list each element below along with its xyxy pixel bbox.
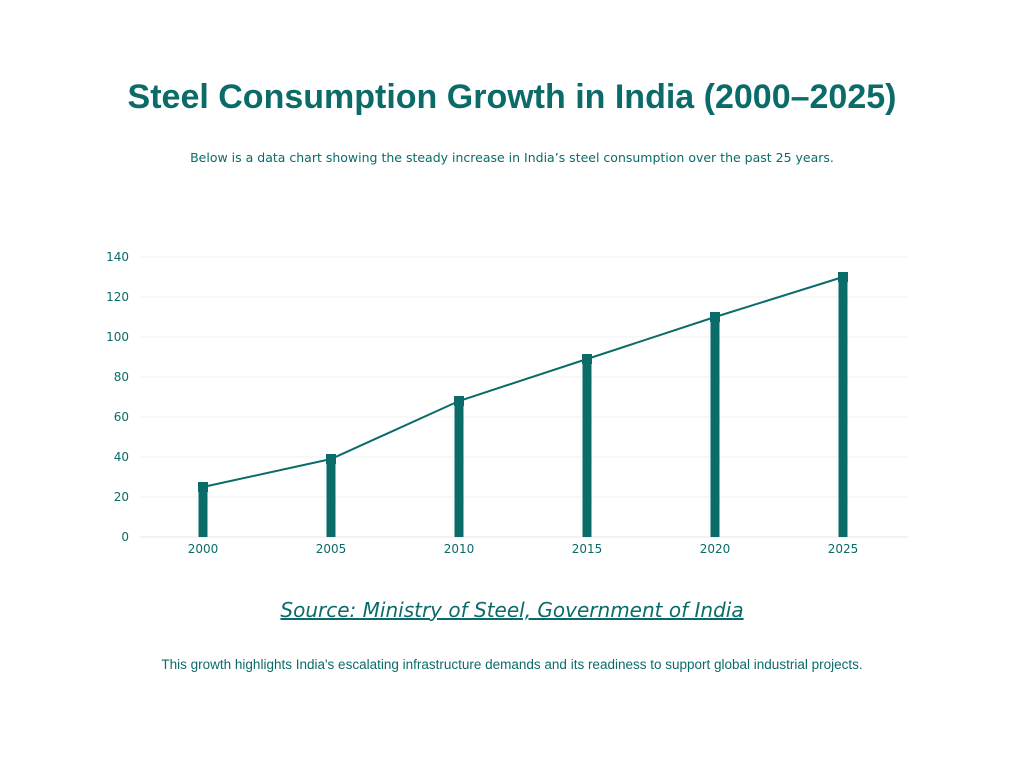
- footer-text: This growth highlights India's escalatin…: [161, 657, 863, 672]
- page-title: Steel Consumption Growth in India (2000–…: [127, 78, 897, 116]
- bar: [454, 401, 464, 537]
- x-tick-label: 2010: [444, 542, 475, 556]
- bar: [582, 359, 592, 537]
- series-line: [202, 276, 844, 488]
- y-tick-label: 140: [106, 250, 129, 264]
- y-tick-label: 60: [114, 410, 129, 424]
- bar: [838, 277, 848, 537]
- bar: [710, 317, 720, 537]
- y-tick-label: 120: [106, 290, 129, 304]
- x-tick-label: 2015: [572, 542, 603, 556]
- page-subtitle: Below is a data chart showing the steady…: [190, 150, 834, 165]
- data-point-marker: [198, 482, 208, 492]
- data-point-marker: [454, 396, 464, 406]
- x-tick-label: 2020: [700, 542, 731, 556]
- data-point-marker: [710, 312, 720, 322]
- x-tick-label: 2025: [828, 542, 859, 556]
- data-point-marker: [838, 272, 848, 282]
- y-tick-label: 20: [114, 490, 129, 504]
- data-point-marker: [582, 354, 592, 364]
- source: Source: Ministry of Steel, Government of…: [0, 598, 1024, 622]
- y-tick-label: 0: [121, 530, 129, 544]
- x-tick-label: 2005: [316, 542, 347, 556]
- y-tick-label: 40: [114, 450, 129, 464]
- source-link[interactable]: Source: Ministry of Steel, Government of…: [280, 598, 744, 622]
- bar: [326, 459, 336, 537]
- data-point-marker: [326, 454, 336, 464]
- bar: [198, 487, 208, 537]
- y-tick-label: 100: [106, 330, 129, 344]
- y-tick-label: 80: [114, 370, 129, 384]
- x-tick-label: 2000: [188, 542, 219, 556]
